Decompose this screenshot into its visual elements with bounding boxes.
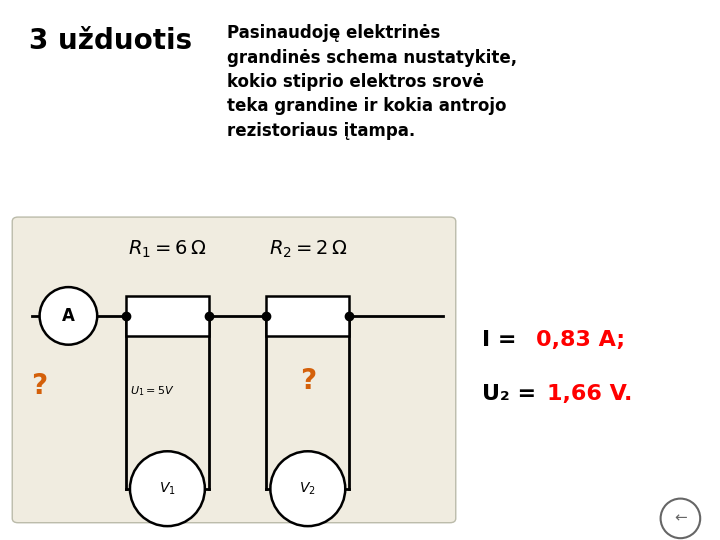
Ellipse shape — [271, 451, 346, 526]
Text: $U_1 = 5V$: $U_1 = 5V$ — [130, 384, 174, 399]
Text: 0,83 A;: 0,83 A; — [536, 330, 626, 350]
Text: ?: ? — [32, 372, 48, 400]
Text: A: A — [62, 307, 75, 325]
Text: $V_2$: $V_2$ — [300, 481, 316, 497]
Text: 1,66 V.: 1,66 V. — [547, 384, 633, 404]
FancyBboxPatch shape — [12, 217, 456, 523]
Text: $V_1$: $V_1$ — [159, 481, 176, 497]
Bar — [266, 296, 349, 336]
Ellipse shape — [40, 287, 97, 345]
Text: $R_1 = 6\,\Omega$: $R_1 = 6\,\Omega$ — [128, 239, 207, 260]
Text: $R_2 = 2\,\Omega$: $R_2 = 2\,\Omega$ — [269, 239, 347, 260]
Text: ?: ? — [300, 367, 316, 395]
Text: 3 užduotis: 3 užduotis — [29, 27, 192, 55]
Ellipse shape — [130, 451, 204, 526]
Text: Pasinaudoję elektrinės
grandinės schema nustatykite,
kokio stiprio elektros srov: Pasinaudoję elektrinės grandinės schema … — [227, 24, 517, 139]
Bar — [126, 296, 209, 336]
Text: I =: I = — [482, 330, 525, 350]
Text: U₂ =: U₂ = — [482, 384, 544, 404]
Text: ←: ← — [674, 511, 687, 526]
